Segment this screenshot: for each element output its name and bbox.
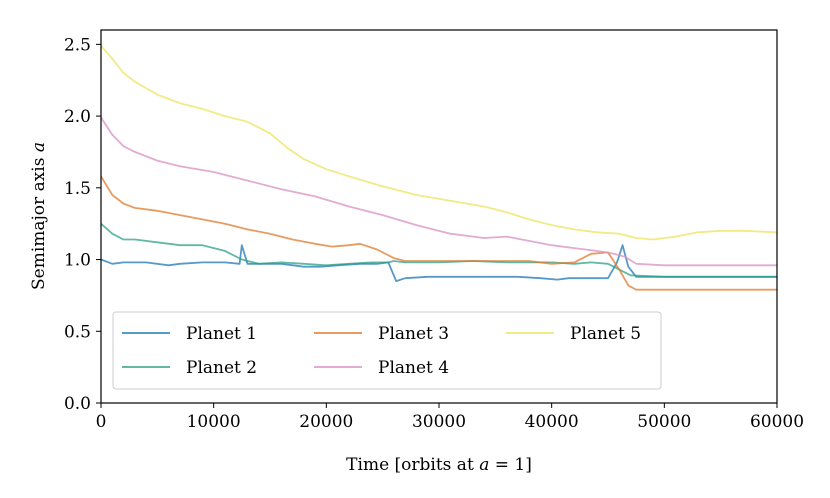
x-axis-ticks: 0 10000 20000 30000 40000 50000 60000 xyxy=(96,403,804,432)
legend-box xyxy=(112,311,662,390)
x-tick-label: 40000 xyxy=(525,412,579,432)
x-tick-label: 0 xyxy=(96,412,107,432)
x-axis-label: Time [orbits at a = 1] xyxy=(346,455,532,475)
x-tick-label: 20000 xyxy=(299,412,353,432)
y-tick-label: 0.0 xyxy=(64,394,91,414)
y-axis-ticks: 0.0 0.5 1.0 1.5 2.0 2.5 xyxy=(64,35,101,414)
y-tick-label: 2.0 xyxy=(64,107,91,127)
y-axis-label: Semimajor axis a xyxy=(29,142,49,290)
legend-label-planet-5: Planet 5 xyxy=(570,324,641,344)
y-tick-label: 2.5 xyxy=(64,35,91,55)
x-tick-label: 30000 xyxy=(412,412,466,432)
x-tick-label: 60000 xyxy=(750,412,804,432)
legend: Planet 1 Planet 2 Planet 3 Planet 4 Planet 5 xyxy=(112,311,662,390)
series-lines xyxy=(100,45,778,291)
y-tick-label: 1.0 xyxy=(64,251,91,271)
legend-label-planet-3: Planet 3 xyxy=(378,324,449,344)
legend-label-planet-2: Planet 2 xyxy=(186,358,257,378)
y-tick-label: 0.5 xyxy=(64,322,91,342)
series-line-planet-2 xyxy=(100,223,777,278)
legend-label-planet-1: Planet 1 xyxy=(186,324,257,344)
series-line-planet-5 xyxy=(100,45,778,241)
x-tick-label: 50000 xyxy=(637,412,691,432)
legend-label-planet-4: Planet 4 xyxy=(378,358,449,378)
x-tick-label: 10000 xyxy=(187,412,241,432)
series-line-planet-3 xyxy=(100,175,777,291)
series-line-planet-4 xyxy=(100,117,777,267)
y-tick-label: 1.5 xyxy=(64,179,91,199)
